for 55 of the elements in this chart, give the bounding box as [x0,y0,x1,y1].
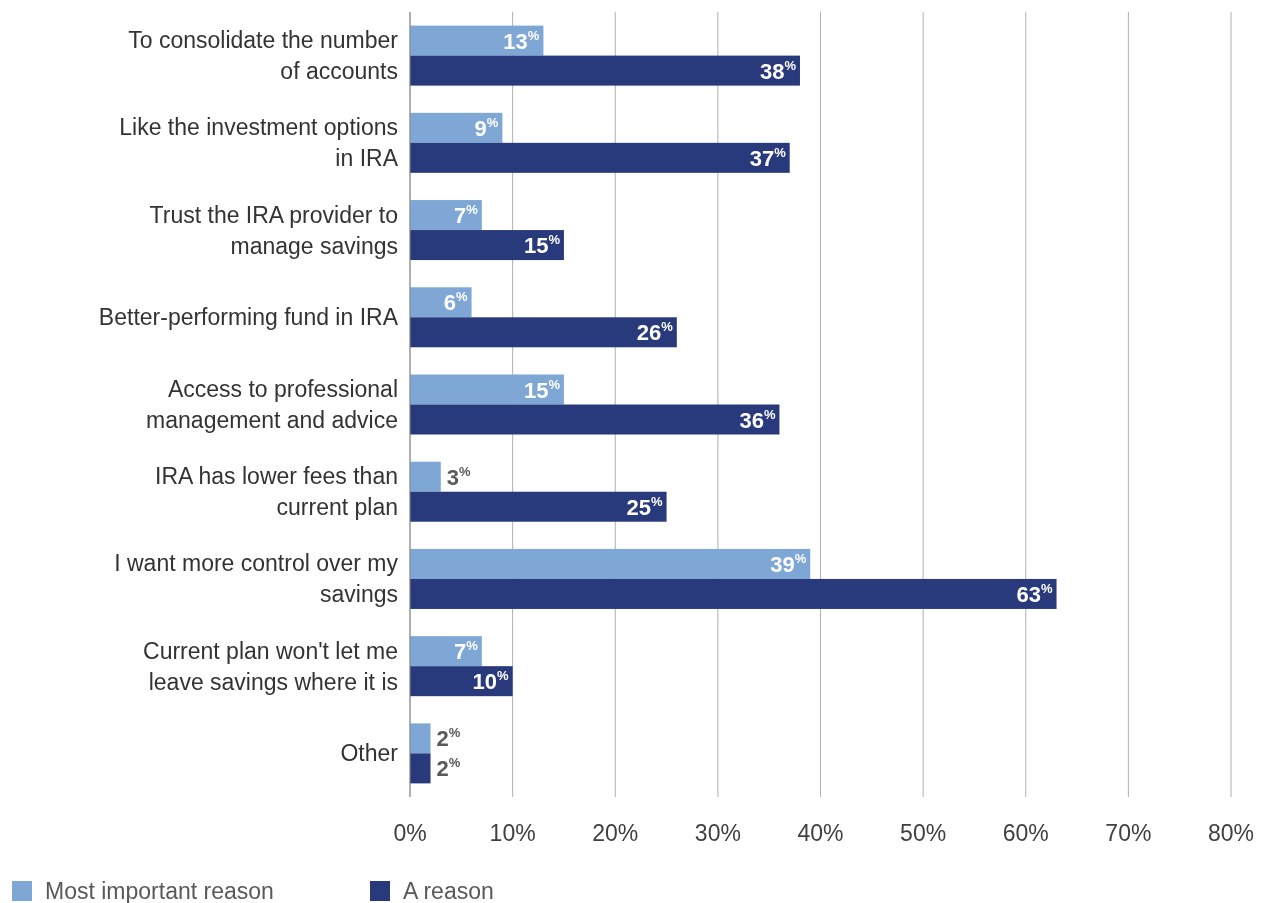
legend-label: A reason [403,878,494,903]
data-label: 6$^{%}$ [443,288,469,315]
data-label: 36$^{%}$ [739,406,776,432]
y-tick-label: Like the investment options in IRA [119,114,399,172]
x-tick-label: 70% [1105,820,1152,846]
bar [410,142,790,173]
bar [410,112,503,143]
data-label: 7$^{%}$ [454,637,479,664]
bar [410,723,431,754]
data-label: 2$^{%}$ [436,725,461,751]
bar [410,200,482,231]
data-label: 10$^{%}$ [472,667,510,694]
data-label: 15$^{%}$ [523,376,561,402]
data-label: 39$^{%}$ [770,550,807,577]
legend-label: Most important reason [45,878,274,903]
data-label: 37$^{%}$ [749,144,787,171]
bar [410,548,811,579]
bar [410,25,544,56]
data-label: 7$^{%}$ [454,201,479,228]
bar [410,578,1057,609]
data-label: 3$^{%}$ [446,463,472,490]
y-tick-label: Trust the IRA provider to manage savings [149,201,398,259]
data-label: 9$^{%}$ [474,114,499,141]
data-label: 15$^{%}$ [523,231,561,258]
data-label: 25$^{%}$ [626,493,663,520]
x-tick-label: 30% [694,820,741,846]
x-tick-label: 40% [797,820,844,846]
data-label: 63$^{%}$ [1016,580,1053,607]
y-tick-label: Other [340,740,399,767]
data-label: 13$^{%}$ [503,27,540,54]
bar [410,753,431,784]
bar [410,491,667,522]
y-tick-label: To consolidate the number of accounts [128,27,399,85]
x-tick-label: 20% [592,820,639,846]
data-label: 38$^{%}$ [759,57,797,84]
y-tick-label: Current plan won't let me leave savings where it is [143,637,398,695]
bar [410,55,800,86]
x-tick-label: 60% [1002,820,1049,846]
x-tick-label: 0% [393,820,427,846]
bar [410,666,513,697]
data-label: 26$^{%}$ [636,318,674,345]
x-tick-label: 10% [489,820,536,846]
y-tick-label: I want more control over my savings [114,550,399,608]
x-tick-label: 50% [900,820,947,846]
y-tick-label: IRA has lower fees than current plan [155,463,398,521]
data-label: 2$^{%}$ [436,755,461,781]
x-tick-label: 80% [1207,820,1255,846]
y-tick-label: Access to professional management and advice [146,376,398,433]
bar [410,636,482,667]
y-tick-label: Better-performing fund in IRA [98,304,399,331]
bar [410,374,564,405]
bar [410,230,564,261]
bar [410,461,441,492]
bar [410,317,677,348]
bar [410,404,780,435]
